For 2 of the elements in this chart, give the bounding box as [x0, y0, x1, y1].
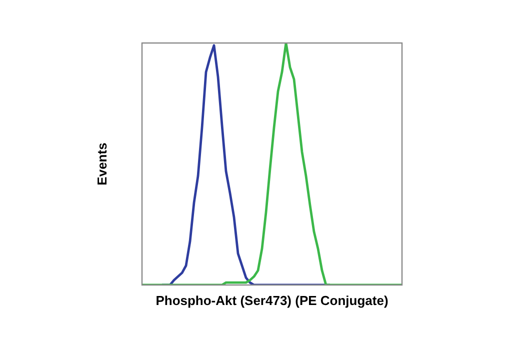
y-axis-title: Events: [94, 142, 110, 186]
x-axis-title: Phospho-Akt (Ser473) (PE Conjugate): [154, 293, 390, 308]
